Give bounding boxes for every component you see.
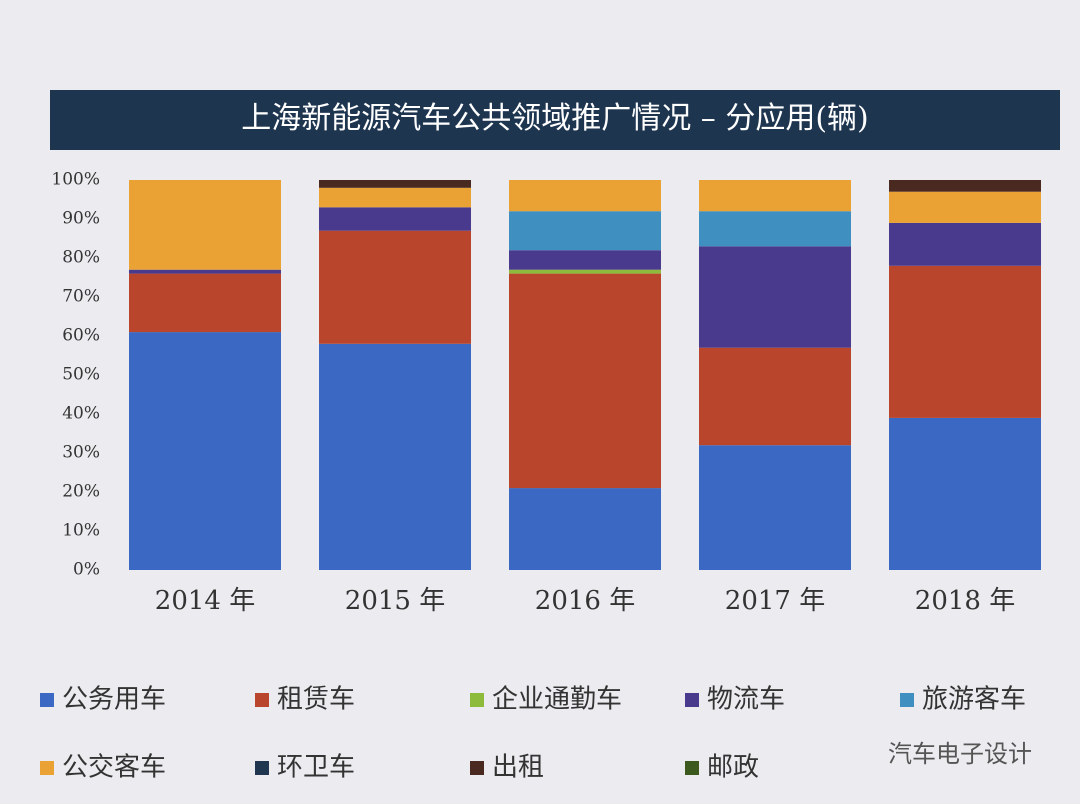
y-tick-label: 20% bbox=[62, 482, 100, 502]
legend-label: 企业通勤车 bbox=[492, 685, 622, 715]
legend-swatch bbox=[255, 693, 269, 707]
legend-swatch bbox=[255, 761, 269, 775]
legend-label: 物流车 bbox=[707, 685, 785, 715]
legend-swatch bbox=[685, 761, 699, 775]
y-tick-label: 40% bbox=[62, 404, 100, 424]
bar-segment bbox=[509, 250, 661, 270]
bar-segment bbox=[699, 347, 851, 446]
bar-segment bbox=[319, 187, 471, 208]
legend-swatch bbox=[40, 761, 54, 775]
y-tick-label: 70% bbox=[62, 287, 100, 307]
legend-swatch bbox=[470, 761, 484, 775]
bar-segment bbox=[509, 488, 661, 570]
legend-swatch bbox=[900, 693, 914, 707]
bar-segment bbox=[699, 445, 851, 570]
legend-label: 邮政 bbox=[707, 753, 759, 783]
x-tick-label: 2016 年 bbox=[535, 586, 635, 616]
bar-segment bbox=[699, 246, 851, 348]
x-tick-label: 2015 年 bbox=[345, 586, 445, 616]
bar-segment bbox=[889, 222, 1041, 266]
y-tick-label: 10% bbox=[62, 521, 100, 541]
bar-segment bbox=[319, 180, 471, 188]
y-tick-label: 100% bbox=[51, 170, 100, 190]
bar-segment bbox=[889, 180, 1041, 192]
bar-segment bbox=[509, 211, 661, 251]
bar-segment bbox=[129, 332, 281, 570]
legend-swatch bbox=[685, 693, 699, 707]
bar-segment bbox=[889, 191, 1041, 223]
bar-segment bbox=[699, 211, 851, 247]
y-tick-label: 30% bbox=[62, 443, 100, 463]
bar-segment bbox=[129, 273, 281, 333]
bar-segment bbox=[889, 417, 1041, 570]
legend-swatch bbox=[470, 693, 484, 707]
y-tick-label: 60% bbox=[62, 326, 100, 346]
legend-label: 公务用车 bbox=[62, 685, 166, 715]
bar-segment bbox=[509, 273, 661, 489]
y-tick-label: 80% bbox=[62, 248, 100, 268]
legend-label: 环卫车 bbox=[277, 753, 355, 783]
bar-segment bbox=[319, 343, 471, 570]
y-tick-label: 50% bbox=[62, 365, 100, 385]
bar-segment bbox=[509, 180, 661, 212]
bar-segment bbox=[889, 265, 1041, 418]
legend-label: 租赁车 bbox=[277, 685, 355, 715]
chart-title: 上海新能源汽车公共领域推广情况 – 分应用(辆) bbox=[241, 101, 868, 136]
x-tick-label: 2018 年 bbox=[915, 586, 1015, 616]
bar-segment bbox=[319, 230, 471, 344]
legend-swatch bbox=[40, 693, 54, 707]
x-tick-label: 2017 年 bbox=[725, 586, 825, 616]
bar-segment bbox=[319, 207, 471, 231]
bar-segment bbox=[129, 269, 281, 274]
bar-segment bbox=[509, 269, 661, 274]
y-tick-label: 90% bbox=[62, 209, 100, 229]
legend-label: 公交客车 bbox=[62, 753, 166, 783]
bar-segment bbox=[129, 180, 281, 270]
title-banner bbox=[50, 90, 1060, 150]
x-tick-label: 2014 年 bbox=[155, 586, 255, 616]
watermark: 汽车电子设计 bbox=[888, 740, 1032, 768]
legend-label: 旅游客车 bbox=[922, 685, 1026, 715]
legend-label: 出租 bbox=[492, 753, 544, 783]
bar-segment bbox=[699, 180, 851, 212]
y-tick-label: 0% bbox=[73, 560, 100, 580]
